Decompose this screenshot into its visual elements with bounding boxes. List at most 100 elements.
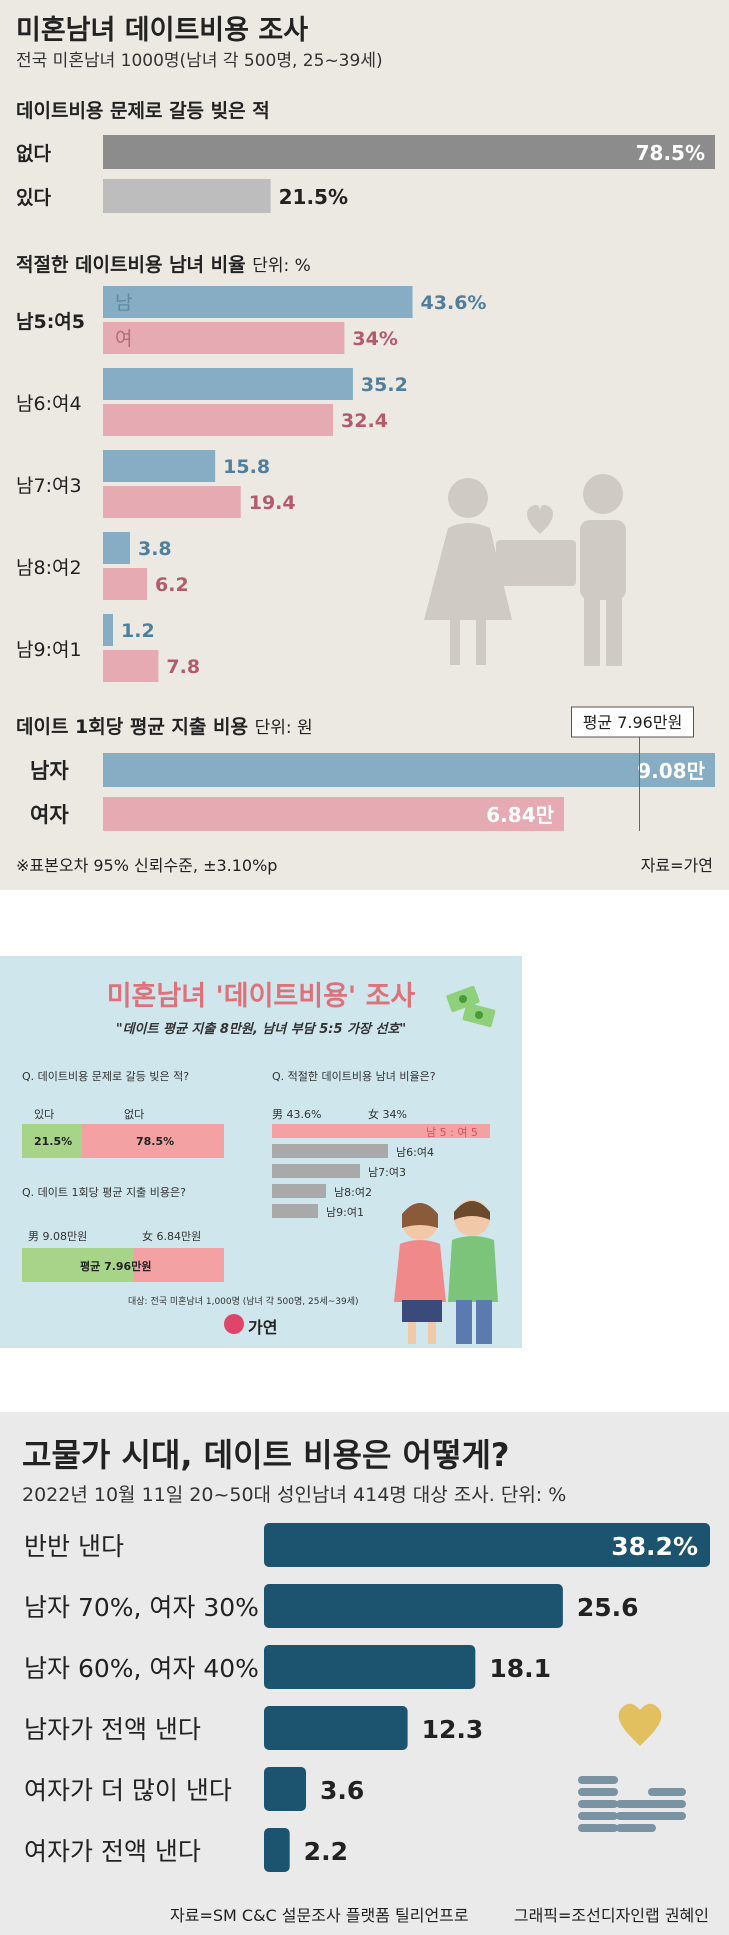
ratio-title-text: 적절한 데이트비용 남녀 비율 — [16, 254, 246, 276]
q2-bar-1 — [272, 1124, 490, 1138]
spend-bar — [103, 797, 565, 831]
ratio-female-value: 6.2 — [155, 574, 189, 596]
ratio-female-bar — [103, 650, 159, 682]
panel3-title: 고물가 시대, 데이트 비용은 어떻게? — [22, 1436, 510, 1474]
q1-yes-value: 21.5% — [34, 1135, 73, 1148]
q3-male-bar — [22, 1248, 134, 1282]
plan-category-label: 남자 60%, 여자 40% — [24, 1654, 259, 1683]
panel1-footnote: ※표본오차 95% 신뢰수준, ±3.10%p — [16, 856, 278, 875]
q2-row-5: 남9:여1 — [326, 1206, 364, 1219]
ratio-male-value: 1.2 — [121, 620, 155, 642]
plan-bar — [264, 1645, 476, 1689]
q3-male: 男 9.08만원 — [28, 1230, 88, 1243]
q3-avg: 평균 7.96만원 — [80, 1260, 152, 1273]
ratio-female-value: 7.8 — [166, 656, 200, 678]
ratio-female-bar — [103, 486, 241, 518]
ratio-male-bar — [103, 450, 216, 482]
spend-bar — [103, 753, 715, 787]
panel2-target: 대상: 전국 미혼남녀 1,000명 (남녀 각 500명, 25세~39세) — [128, 1297, 359, 1307]
q2-male: 男 43.6% — [272, 1108, 322, 1121]
q2-bar-3 — [272, 1164, 360, 1178]
spend-title-text: 데이트 1회당 평균 지출 비용 — [16, 716, 248, 738]
conflict-chart: 없다 78.5% 있다 21.5% — [16, 135, 715, 213]
plan-bar — [264, 1767, 307, 1811]
plan-category-label: 남자가 전액 낸다 — [24, 1715, 201, 1744]
ratio-legend-male: 남 — [115, 292, 132, 314]
plan-bar — [264, 1584, 563, 1628]
survey-panel-3: 고물가 시대, 데이트 비용은 어떻게? 2022년 10월 11일 20~50… — [0, 1412, 729, 1935]
ratio-male-bar — [103, 286, 413, 318]
ratio-category-label: 남5:여5 — [16, 311, 85, 333]
ratio-section-title: 적절한 데이트비용 남녀 비율 단위: % — [16, 250, 311, 277]
ratio-category-label: 남6:여4 — [16, 393, 82, 415]
ratio-female-bar — [103, 404, 334, 436]
ratio-male-value: 35.2 — [361, 374, 408, 396]
ratio-unit: 단위: % — [252, 256, 311, 276]
ratio-male-value: 43.6% — [421, 292, 487, 314]
ratio-male-value: 3.8 — [138, 538, 172, 560]
q1-no-value: 78.5% — [136, 1135, 175, 1148]
q2-row-4: 남8:여2 — [334, 1186, 372, 1199]
spend-section-title: 데이트 1회당 평균 지출 비용 단위: 원 — [16, 712, 313, 739]
conflict-value-label: 21.5% — [279, 185, 348, 209]
plan-value-label: 25.6 — [577, 1593, 639, 1622]
q3-female-bar — [134, 1248, 224, 1282]
q1-label: Q. 데이트비용 문제로 갈등 빚은 적? — [22, 1070, 190, 1083]
plan-value-label: 2.2 — [304, 1837, 348, 1866]
panel1-title: 미혼남녀 데이트비용 조사 — [16, 15, 309, 46]
panel2-subtitle: "데이트 평균 지출 8만원, 남녀 부담 5:5 가장 선호" — [115, 1022, 407, 1037]
q2-row-2: 남6:여4 — [396, 1146, 434, 1159]
conflict-category-label: 있다 — [16, 187, 51, 209]
plan-category-label: 반반 낸다 — [24, 1532, 124, 1561]
spend-value-label: 6.84만 — [486, 803, 554, 827]
ratio-male-bar — [103, 614, 113, 646]
plan-value-label: 18.1 — [489, 1654, 551, 1683]
panel1-source: 자료=가연 — [640, 856, 713, 875]
ratio-male-bar — [103, 532, 130, 564]
q1-no-bar — [82, 1124, 224, 1158]
ratio-female-value: 34% — [352, 328, 397, 350]
ratio-legend-female: 여 — [115, 328, 132, 350]
plan-bar — [264, 1523, 710, 1567]
spend-category-label: 남자 — [30, 759, 69, 783]
survey-panel-2: 미혼남녀 '데이트비용' 조사 "데이트 평균 지출 8만원, 남녀 부담 5:… — [0, 956, 522, 1348]
q1-no-label: 없다 — [124, 1108, 145, 1121]
q3-female: 女 6.84만원 — [142, 1230, 202, 1243]
spend-value-label: 9.08만 — [637, 759, 705, 783]
ratio-category-label: 남8:여2 — [16, 557, 82, 579]
ratio-female-bar — [103, 322, 345, 354]
ratio-female-value: 19.4 — [249, 492, 296, 514]
q2-female: 女 34% — [368, 1108, 407, 1121]
conflict-section-title: 데이트비용 문제로 갈등 빚은 적 — [16, 100, 270, 122]
q2-row-1: 남 5 : 여 5 — [426, 1126, 478, 1139]
conflict-value-label: 78.5% — [636, 141, 705, 165]
survey-panel-1: 미혼남녀 데이트비용 조사 전국 미혼남녀 1000명(남녀 각 500명, 2… — [0, 0, 729, 890]
gayeon-logo-text: 가연 — [248, 1318, 278, 1337]
plan-category-label: 여자가 전액 낸다 — [24, 1837, 201, 1866]
plan-value-label: 3.6 — [320, 1776, 364, 1805]
conflict-bar — [103, 135, 715, 169]
ratio-female-bar — [103, 568, 148, 600]
spend-average-box — [571, 706, 695, 738]
plan-bar — [264, 1828, 290, 1872]
ratio-male-bar — [103, 368, 353, 400]
ratio-category-label: 남7:여3 — [16, 475, 82, 497]
plan-bar — [264, 1706, 408, 1750]
q1-yes-label: 있다 — [34, 1108, 55, 1121]
panel1-subtitle: 전국 미혼남녀 1000명(남녀 각 500명, 25~39세) — [16, 51, 383, 71]
plan-value-label: 12.3 — [422, 1715, 484, 1744]
q2-row-3: 남7:여3 — [368, 1166, 406, 1179]
q2-bar-2 — [272, 1144, 388, 1158]
money-icon — [446, 985, 496, 1028]
panel2-title: 미혼남녀 '데이트비용' 조사 — [106, 981, 416, 1012]
q2-bar-5 — [272, 1204, 318, 1218]
couple-illustration — [424, 474, 626, 666]
q2-bar-4 — [272, 1184, 326, 1198]
q1-yes-bar — [22, 1124, 82, 1158]
plan-category-label: 여자가 더 많이 낸다 — [24, 1776, 232, 1805]
plan-value-label: 38.2% — [611, 1532, 698, 1561]
ratio-male-value: 15.8 — [223, 456, 270, 478]
ratio-category-label: 남9:여1 — [16, 639, 82, 661]
